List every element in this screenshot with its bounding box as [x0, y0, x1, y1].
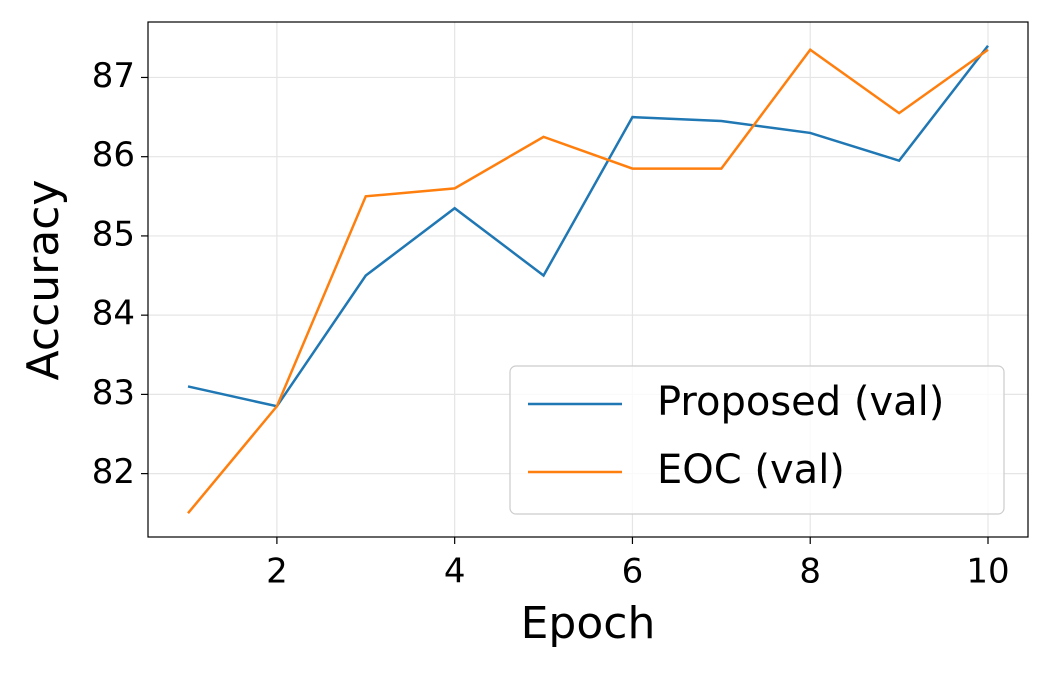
- x-tick-label: 6: [622, 552, 644, 592]
- y-tick-label: 83: [92, 373, 135, 413]
- y-tick-label: 85: [92, 214, 135, 254]
- legend-label: EOC (val): [657, 447, 845, 493]
- y-tick-label: 82: [92, 452, 135, 492]
- legend-box: [509, 365, 1005, 515]
- y-tick-label: 86: [92, 135, 135, 175]
- x-tick-label: 2: [266, 552, 288, 592]
- plot-frame: [147, 21, 1029, 538]
- legend-label: Proposed (val): [657, 379, 944, 425]
- y-tick-label: 84: [92, 294, 135, 334]
- series-line: [187, 45, 989, 408]
- y-axis-label: Accuracy: [18, 180, 69, 381]
- x-tick-label: 4: [444, 552, 466, 592]
- series-line: [187, 48, 989, 515]
- x-tick-label: 8: [799, 552, 821, 592]
- x-tick-label: 10: [966, 552, 1009, 592]
- y-tick-label: 87: [92, 56, 135, 96]
- x-axis-label: Epoch: [521, 598, 656, 649]
